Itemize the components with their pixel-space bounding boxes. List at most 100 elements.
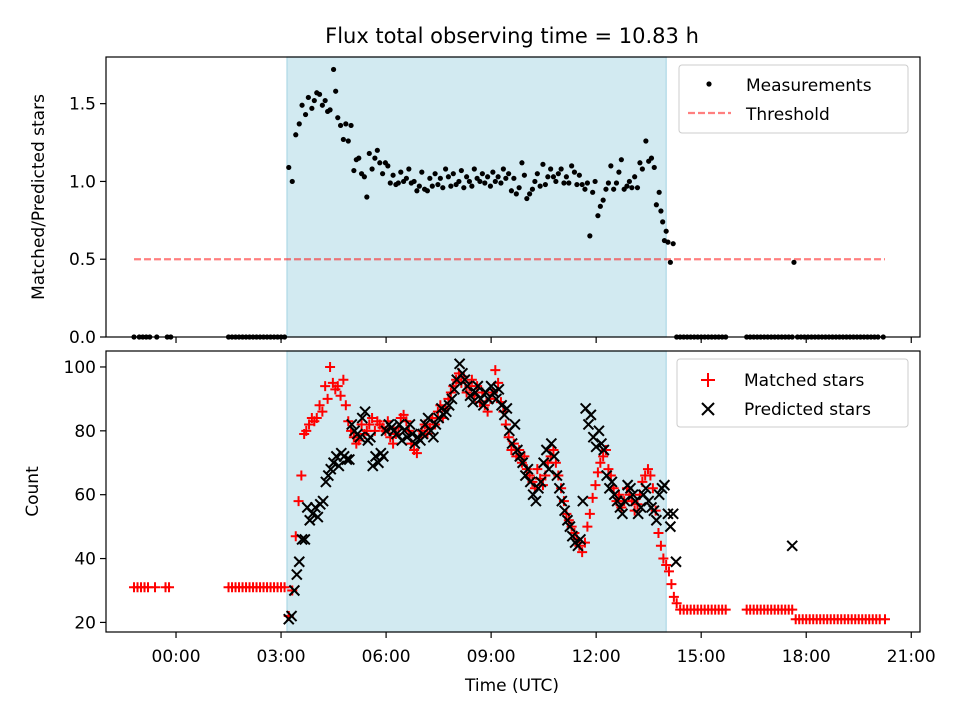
measurement-point [406,166,412,172]
measurement-point [582,186,588,192]
matched-star-point [332,381,343,392]
predicted-star-point [291,568,303,581]
predicted-star-point [650,514,663,526]
measurement-point [508,188,515,194]
measurement-point [477,178,483,185]
measurement-point [340,136,346,143]
measurement-point [296,121,302,127]
predicted-star-point [325,463,337,475]
measurement-point [626,178,633,185]
measurement-point [527,191,533,197]
measurement-point [311,97,317,104]
matched-star-point [655,540,666,551]
predicted-star-point [519,469,532,482]
measurement-point [419,169,425,175]
matched-star-point [322,393,333,404]
x-tick-label: 06:00 [362,647,411,667]
measurement-point [537,183,543,189]
predicted-star-point [658,479,671,491]
matched-star-point [293,496,304,507]
predicted-star-point [456,367,469,380]
measurement-point [395,180,401,186]
bottom-x-ticks: 00:00 03:00 06:00 09:00 12:00 15:00 18:00 21:00 [152,632,936,667]
measurement-point [490,169,496,175]
predicted-star-point [299,533,311,546]
measurement-point [592,178,598,185]
measurement-point [337,122,344,129]
measurement-point [576,172,582,178]
legend-threshold-label: Threshold [745,105,830,125]
measurement-point [414,188,420,194]
predicted-star-point [619,495,631,507]
measurement-point [516,185,522,191]
matched-star-point [668,591,679,602]
matched-star-point [561,508,572,519]
predicted-star-point [632,508,644,520]
x-tick-label: 18:00 [782,647,831,667]
measurement-point [345,138,351,144]
predicted-star-point [501,402,513,415]
predicted-star-point [354,431,366,443]
measurement-point [629,185,635,191]
measurement-point [639,166,645,172]
measurement-point [561,180,567,186]
predicted-star-point [598,444,610,456]
measurement-point [595,213,601,219]
measurement-point [791,259,797,265]
predicted-star-point [459,374,471,386]
measurement-point [322,97,328,104]
predicted-star-point [624,482,637,495]
x-tick-label: 15:00 [677,647,726,667]
predicted-star-point [530,495,542,507]
predicted-star-point [590,441,602,453]
predicted-star-point [545,437,558,450]
predicted-star-point [543,463,555,475]
matched-star-point [150,582,161,593]
predicted-star-point [414,434,427,447]
measurement-point [348,122,354,129]
matched-star-point [320,381,331,392]
y-tick-label: 100 [64,358,96,378]
matched-star-point [666,579,677,590]
measurement-point [600,197,606,203]
y-tick-label: 40 [74,550,96,570]
measurement-point [398,169,404,175]
measurement-point [458,167,464,174]
matched-star-point [787,604,798,615]
bottom-panel: 00:00 03:00 06:00 09:00 12:00 15:00 18:00 21:00… [23,350,936,696]
predicted-star-point [566,530,579,542]
bottom-legend-box [676,358,909,428]
measurement-point [632,174,638,180]
measurement-point [524,195,530,202]
measurement-point [286,164,292,171]
measurement-point [579,181,585,188]
measurement-point [364,194,370,200]
legend-measurements-marker [706,81,712,87]
matched-star-point [658,553,669,564]
legend-measurements-label: Measurements [746,76,872,96]
predicted-star-point [448,383,461,396]
measurement-point [466,178,473,185]
measurement-point [302,111,309,118]
bottom-y-ticks: 20 40 60 80 100 [64,358,106,633]
x-tick-label: 09:00 [467,647,516,667]
legend-predicted-label: Predicted stars [744,400,871,420]
predicted-star-point [372,457,385,469]
predicted-star-point [312,511,324,523]
matched-star-point [364,419,375,430]
predicted-star-point [396,434,408,447]
predicted-star-point [409,437,421,450]
measurement-point [569,163,575,169]
measurement-point [597,203,603,209]
measurement-point [611,186,617,192]
predicted-star-point [616,508,629,520]
measurement-point [479,171,485,177]
predicted-star-point [440,405,453,418]
measurement-point [356,155,362,161]
matched-star-point [311,413,322,424]
predicted-star-point [293,556,305,568]
measurement-point [316,91,323,97]
measurement-point [411,178,417,185]
predicted-star-point [472,380,484,392]
measurement-point [616,169,622,175]
